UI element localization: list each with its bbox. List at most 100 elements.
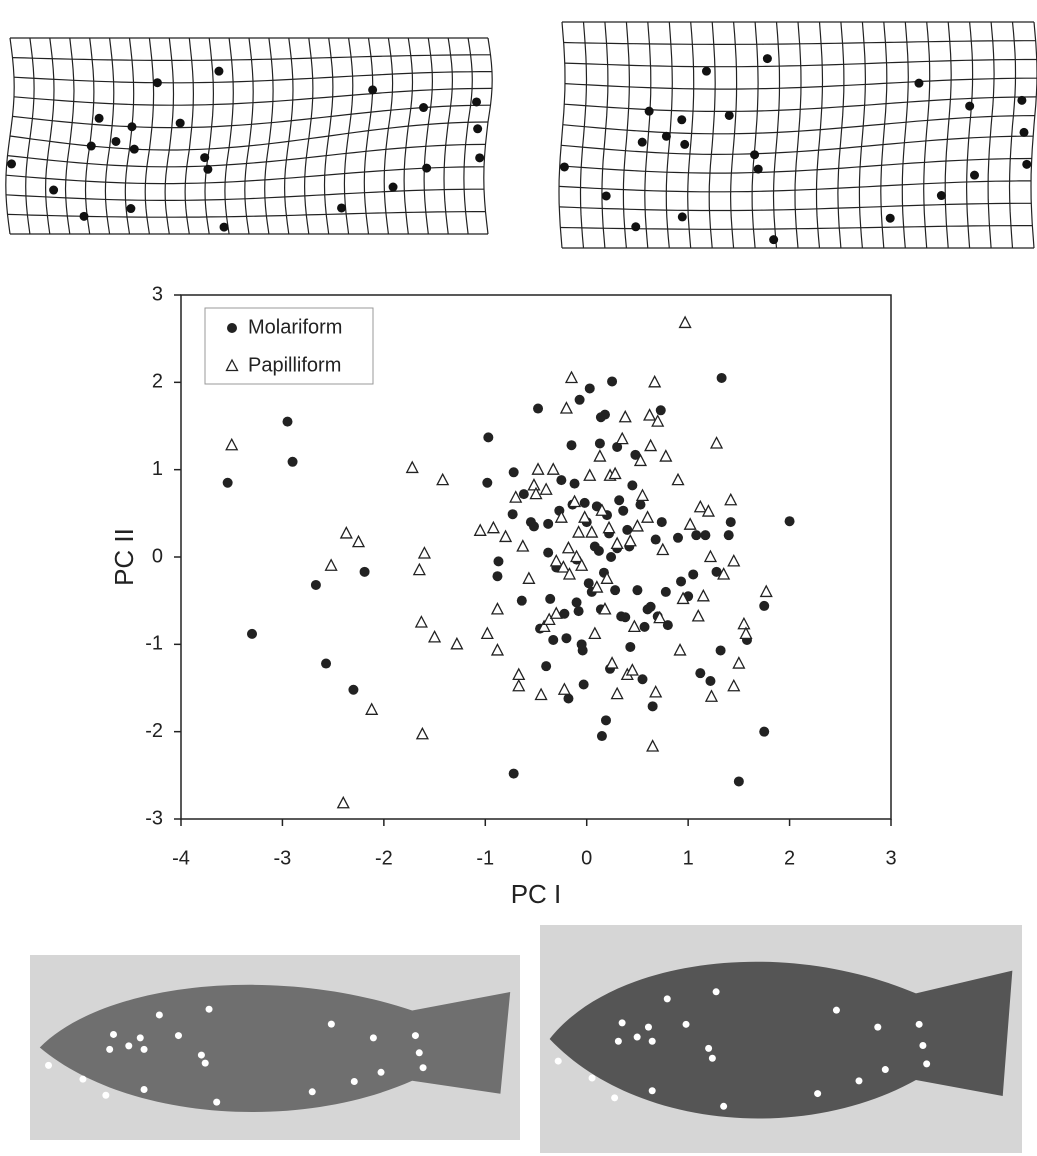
grid-line: [224, 37, 234, 235]
triangle-marker: [691, 608, 705, 622]
landmark: [855, 1077, 863, 1085]
circle-marker: [625, 641, 636, 652]
circle-marker: [612, 441, 623, 452]
landmark: [111, 136, 121, 146]
circle-marker: [711, 566, 722, 577]
grid-line: [1008, 21, 1017, 249]
landmark: [327, 1020, 335, 1028]
circle-marker: [247, 628, 257, 639]
landmark: [205, 1005, 213, 1013]
grid-line: [559, 202, 1032, 212]
triangle-marker: [427, 629, 442, 643]
circle-marker: [647, 701, 658, 712]
triangle-marker: [473, 523, 487, 536]
grid-line: [343, 37, 354, 235]
grid-line: [729, 21, 738, 249]
landmark: [79, 211, 89, 221]
landmark: [127, 122, 137, 132]
circle-marker: [725, 517, 736, 528]
grid-line: [858, 21, 867, 249]
triangle-marker: [683, 517, 697, 530]
triangle-marker: [529, 486, 543, 500]
landmark: [109, 1030, 117, 1038]
landmark: [644, 106, 654, 116]
triangle-marker: [678, 315, 692, 329]
triangle-marker: [490, 643, 505, 656]
grid-line: [772, 21, 781, 249]
grid-line: [644, 21, 652, 249]
grid-line: [423, 37, 434, 235]
landmark: [126, 204, 136, 214]
grid-line: [923, 21, 931, 249]
triangle-marker: [522, 571, 536, 584]
circle-marker: [705, 676, 716, 687]
circle-marker: [618, 505, 629, 516]
circle-marker: [656, 517, 667, 528]
landmark: [708, 1054, 716, 1062]
triangle-marker: [633, 453, 648, 467]
landmark: [554, 1057, 562, 1065]
grid-line: [204, 37, 215, 235]
fish-photo: [30, 955, 520, 1140]
landmark: [411, 1032, 419, 1040]
triangle-marker: [417, 546, 432, 559]
triangle-marker: [516, 539, 530, 552]
triangle-marker: [512, 667, 526, 681]
landmark: [648, 1087, 656, 1095]
grid-line: [44, 37, 55, 235]
triangle-marker: [336, 795, 350, 809]
triangle-marker: [588, 626, 602, 640]
triangle-marker: [549, 606, 563, 619]
triangle-marker: [724, 492, 738, 506]
grid-line: [144, 37, 155, 235]
circle-marker: [561, 633, 572, 644]
landmark: [175, 118, 185, 128]
triangle-marker: [693, 499, 707, 513]
landmark: [682, 1020, 690, 1028]
circle-marker: [359, 566, 370, 577]
grid-line: [303, 37, 314, 235]
circle-marker: [482, 477, 493, 488]
triangle-marker: [600, 571, 614, 584]
circle-marker: [222, 477, 233, 488]
triangle-marker: [575, 558, 589, 571]
circle-marker: [516, 595, 527, 606]
grid-line: [708, 21, 716, 249]
triangle-marker: [583, 468, 597, 481]
circle-marker: [632, 585, 643, 596]
circle-marker: [541, 661, 552, 672]
circle-marker: [723, 530, 734, 541]
triangle-marker: [559, 401, 574, 414]
triangle-marker: [727, 678, 741, 692]
circle-marker: [620, 612, 631, 623]
grid-line: [622, 21, 631, 249]
triangle-marker: [608, 466, 622, 480]
illustrations: [5, 21, 1037, 1153]
y-tick-label: 2: [152, 371, 163, 393]
triangle-marker: [646, 739, 660, 752]
y-tick-label: -2: [145, 720, 163, 742]
circle-marker: [716, 372, 727, 383]
circle-marker: [691, 530, 702, 541]
landmark: [762, 54, 772, 64]
y-tick-label: 1: [152, 458, 163, 480]
circle-marker: [733, 776, 744, 787]
x-tick-label: -1: [476, 847, 494, 869]
triangle-marker: [339, 526, 353, 539]
triangle-marker: [542, 612, 556, 626]
landmark: [94, 113, 104, 123]
triangle-marker: [635, 488, 650, 502]
triangle-marker: [569, 549, 584, 563]
x-tick-label: 3: [885, 847, 896, 869]
triangle-marker: [704, 689, 719, 702]
triangle-marker: [593, 449, 607, 462]
circle-marker: [695, 668, 706, 679]
legend-label: Papilliform: [248, 354, 341, 376]
circle-marker: [543, 518, 554, 529]
triangle-marker: [534, 687, 548, 701]
landmark: [369, 1034, 377, 1042]
landmark: [219, 222, 229, 232]
landmark: [663, 995, 671, 1003]
triangle-marker: [649, 684, 663, 698]
legend-marker: [225, 358, 239, 372]
